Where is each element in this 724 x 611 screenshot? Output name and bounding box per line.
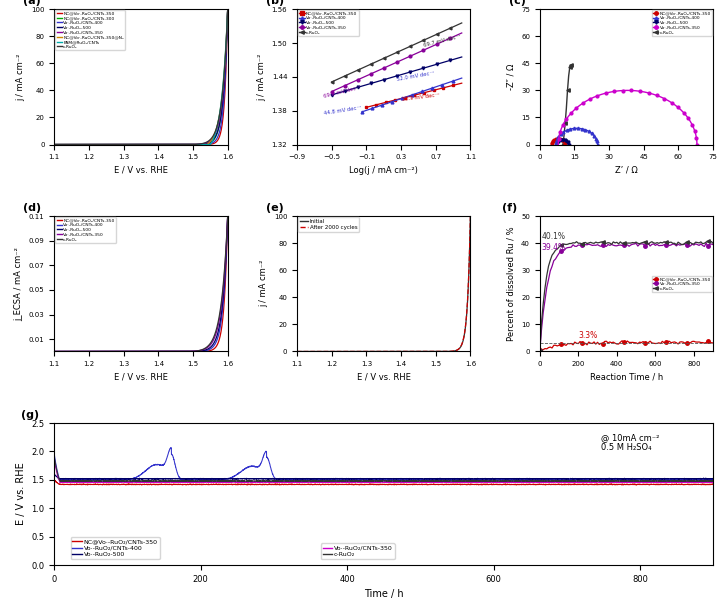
NC@Vo·-RuO₂/CNTs-350 <box>50 476 59 483</box>
Vo·-RuO₂/CNTs-350 <box>674 479 683 486</box>
NC@Vo·-RuO₂/CNTs-350 <box>592 481 600 488</box>
Vo·-RuO₂/CNTs-400 <box>709 477 717 484</box>
Vo·-RuO₂/CNTs-350 <box>50 456 59 464</box>
Vo·-RuO₂/CNTs-400 <box>479 477 487 484</box>
c-RuO₂ <box>50 454 59 461</box>
Legend: NC@Vo·-RuO₂/CNTs-350, NC@Vo·-RuO₂/CNTs-300, Vo·-RuO₂/CNTs-400, Vo·-RuO₂-500, Vo·: NC@Vo·-RuO₂/CNTs-350, NC@Vo·-RuO₂/CNTs-3… <box>55 10 125 50</box>
Text: (g): (g) <box>21 410 40 420</box>
Legend: Vo·-RuO₂/CNTs-350, c-RuO₂: Vo·-RuO₂/CNTs-350, c-RuO₂ <box>321 543 395 559</box>
Vo·-RuO₂/CNTs-350 <box>445 478 454 486</box>
Vo·-RuO₂/CNTs-350 <box>542 478 550 486</box>
Legend: NC@Vo·-RuO₂/CNTs-350, Vo·-RuO₂/CNTs-400, Vo·-RuO₂-500, Vo·-RuO₂/CNTs-350, c-RuO₂: NC@Vo·-RuO₂/CNTs-350, Vo·-RuO₂/CNTs-400,… <box>652 10 712 36</box>
Y-axis label: j / mA cm⁻²: j / mA cm⁻² <box>17 53 25 101</box>
Vo·-RuO₂/CNTs-350 <box>592 478 600 486</box>
Vo·-RuO₂-500 <box>274 475 283 483</box>
Vo·-RuO₂/CNTs-350 <box>302 478 311 486</box>
Y-axis label: j / mA cm⁻²: j / mA cm⁻² <box>259 260 269 307</box>
c-RuO₂ <box>542 477 550 485</box>
Line: NC@Vo·-RuO₂/CNTs-350: NC@Vo·-RuO₂/CNTs-350 <box>54 480 713 485</box>
Vo·-RuO₂/CNTs-400 <box>649 477 658 484</box>
NC@Vo·-RuO₂/CNTs-350 <box>445 481 454 488</box>
Text: 69.2 mV dec⁻¹: 69.2 mV dec⁻¹ <box>323 85 361 99</box>
X-axis label: E / V vs. RHE: E / V vs. RHE <box>357 373 411 382</box>
NC@Vo·-RuO₂/CNTs-350 <box>302 481 311 488</box>
Text: (b): (b) <box>266 0 284 7</box>
X-axis label: E / V vs. RHE: E / V vs. RHE <box>114 166 168 175</box>
Vo·-RuO₂/CNTs-400 <box>445 476 454 483</box>
c-RuO₂ <box>592 477 600 485</box>
Vo·-RuO₂-500 <box>50 470 59 478</box>
Text: (e): (e) <box>266 203 284 213</box>
NC@Vo·-RuO₂/CNTs-350 <box>632 481 641 489</box>
Vo·-RuO₂-500 <box>542 475 550 482</box>
Y-axis label: Percent of dissolved Ru / %: Percent of dissolved Ru / % <box>507 227 515 341</box>
Line: Vo·-RuO₂-500: Vo·-RuO₂-500 <box>54 474 713 479</box>
Line: Vo·-RuO₂/CNTs-400: Vo·-RuO₂/CNTs-400 <box>54 448 713 480</box>
c-RuO₂ <box>479 477 487 485</box>
Y-axis label: j_ECSA / mA cm⁻²: j_ECSA / mA cm⁻² <box>14 247 23 321</box>
Vo·-RuO₂-500 <box>445 475 454 482</box>
Vo·-RuO₂-500 <box>302 475 311 483</box>
c-RuO₂ <box>445 477 454 485</box>
Vo·-RuO₂-500 <box>479 475 487 482</box>
c-RuO₂ <box>709 477 717 485</box>
Vo·-RuO₂-500 <box>169 475 178 483</box>
Text: @ 10mA cm⁻²
0.5 M H₂SO₄: @ 10mA cm⁻² 0.5 M H₂SO₄ <box>601 433 660 452</box>
c-RuO₂ <box>302 478 311 485</box>
Vo·-RuO₂-500 <box>592 475 600 483</box>
Text: 38.9 mV dec⁻¹: 38.9 mV dec⁻¹ <box>401 92 439 101</box>
Text: (c): (c) <box>508 0 526 7</box>
NC@Vo·-RuO₂/CNTs-350 <box>479 481 487 488</box>
Legend: Initial, After 2000 cycles: Initial, After 2000 cycles <box>298 218 359 232</box>
X-axis label: E / V vs. RHE: E / V vs. RHE <box>114 373 168 382</box>
Vo·-RuO₂-500 <box>709 475 717 483</box>
Vo·-RuO₂/CNTs-350 <box>169 478 178 486</box>
Text: 69.7 mV dec⁻¹: 69.7 mV dec⁻¹ <box>423 34 461 48</box>
Line: c-RuO₂: c-RuO₂ <box>54 458 713 481</box>
X-axis label: Reaction Time / h: Reaction Time / h <box>590 373 663 382</box>
Y-axis label: j / mA cm⁻²: j / mA cm⁻² <box>257 53 266 101</box>
Vo·-RuO₂/CNTs-350 <box>709 478 717 486</box>
Text: 44.8 mV dec⁻¹: 44.8 mV dec⁻¹ <box>323 105 361 116</box>
NC@Vo·-RuO₂/CNTs-350 <box>709 480 717 488</box>
c-RuO₂ <box>169 477 178 485</box>
Vo·-RuO₂/CNTs-400 <box>542 476 550 483</box>
Text: 3.3%: 3.3% <box>578 331 597 340</box>
X-axis label: Time / h: Time / h <box>364 590 403 599</box>
Text: (f): (f) <box>502 203 517 213</box>
Legend: NC@Vo·-RuO₂/CNTs-350, Vo·-RuO₂/CNTs-400, Vo·-RuO₂-500, Vo·-RuO₂/CNTs-350, c-RuO₂: NC@Vo·-RuO₂/CNTs-350, Vo·-RuO₂/CNTs-400,… <box>298 10 358 36</box>
Vo·-RuO₂/CNTs-400 <box>50 451 59 458</box>
Vo·-RuO₂/CNTs-400 <box>592 476 600 483</box>
Y-axis label: -Z″ / Ω: -Z″ / Ω <box>507 64 515 90</box>
Vo·-RuO₂/CNTs-350 <box>479 478 487 486</box>
X-axis label: Z’ / Ω: Z’ / Ω <box>615 166 638 175</box>
X-axis label: Log(j / mA cm⁻²): Log(j / mA cm⁻²) <box>349 166 418 175</box>
Text: (a): (a) <box>23 0 41 7</box>
Y-axis label: E / V vs. RHE: E / V vs. RHE <box>16 463 26 525</box>
Legend: NC@Vo·-RuO₂/CNTs-350, Vo·-RuO₂/CNTs-350, c-RuO₂: NC@Vo·-RuO₂/CNTs-350, Vo·-RuO₂/CNTs-350,… <box>652 276 712 292</box>
Vo·-RuO₂/CNTs-400 <box>302 477 311 484</box>
NC@Vo·-RuO₂/CNTs-350 <box>542 481 550 488</box>
Text: 52.0 mV dec⁻¹: 52.0 mV dec⁻¹ <box>397 70 435 82</box>
c-RuO₂ <box>81 478 90 485</box>
NC@Vo·-RuO₂/CNTs-350 <box>169 480 178 488</box>
Legend: NC@Vo·-RuO₂/CNTs-350, Vo·-RuO₂/CNTs-400, Vo·-RuO₂-500, Vo·-RuO₂/CNTs-350, c-RuO₂: NC@Vo·-RuO₂/CNTs-350, Vo·-RuO₂/CNTs-400,… <box>55 217 116 243</box>
Text: 39.4%: 39.4% <box>542 243 566 252</box>
Vo·-RuO₂/CNTs-400 <box>167 444 175 452</box>
Line: Vo·-RuO₂/CNTs-350: Vo·-RuO₂/CNTs-350 <box>54 460 713 483</box>
Vo·-RuO₂/CNTs-400 <box>169 457 178 464</box>
Text: 40.1%: 40.1% <box>542 232 565 241</box>
Text: (d): (d) <box>23 203 41 213</box>
